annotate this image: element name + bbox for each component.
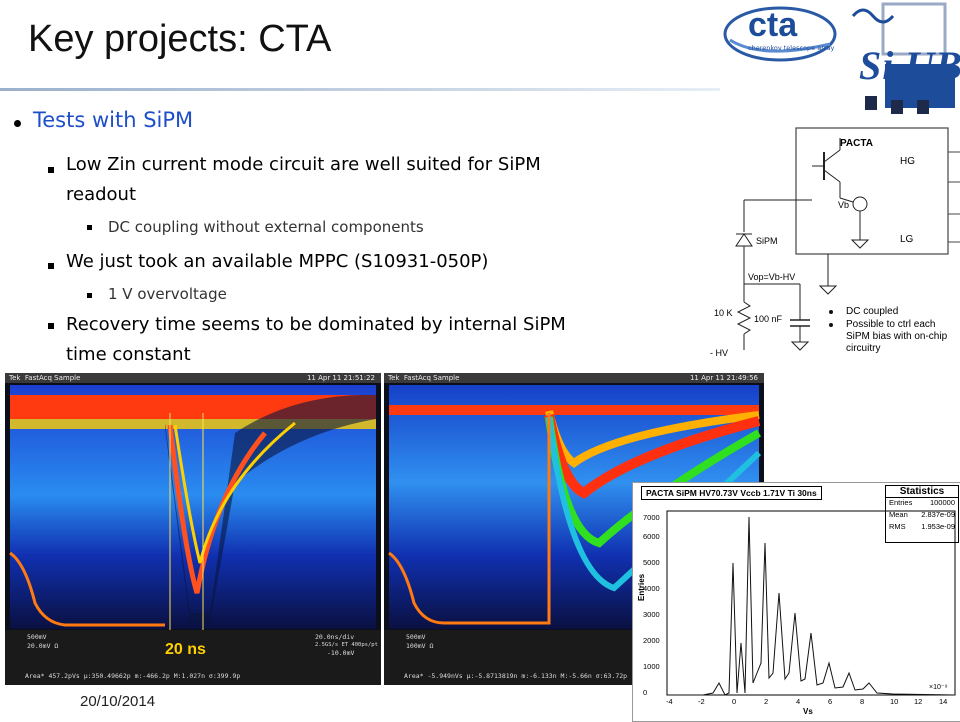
histogram-x-exponent: ×10⁻⁹ xyxy=(929,684,948,691)
circuit-resistor-value: 10 K xyxy=(714,308,733,318)
cta-logo-subtitle: cherenkov telescope array xyxy=(748,44,835,52)
scope-1-footer: 500mV 20.0mV Ω 20.0ns/div 2.5GS/s ET 400… xyxy=(5,630,381,685)
scope-1-measurement: Area* 457.2pVs μ:350.49662p m:-466.2p M:… xyxy=(25,672,241,680)
title-divider xyxy=(0,88,720,91)
histogram-y-tick: 6000 xyxy=(643,532,660,541)
scope-1-ch3: 20.0mV Ω xyxy=(27,642,59,650)
histogram-title: PACTA SiPM HV70.73V Vccb 1.71V Ti 30ns xyxy=(641,486,822,500)
scope-1-timebase: 20.0ns/div xyxy=(315,633,355,641)
scope-1-date: 11 Apr 11 21:51:22 xyxy=(306,374,375,382)
histogram-x-tick: 4 xyxy=(796,697,801,706)
scope-1-ch1: 500mV xyxy=(27,633,47,641)
histogram-x-tick: 12 xyxy=(914,697,923,706)
bullet-low-zin: Low Zin current mode circuit are well su… xyxy=(66,154,541,175)
histogram-x-tick: 14 xyxy=(939,697,948,706)
bullet-square xyxy=(48,263,54,269)
stats-title: Statistics xyxy=(886,486,958,498)
histogram-x-tick: 8 xyxy=(860,697,865,706)
bullet-square xyxy=(87,293,92,298)
scope-2-brand: Tek xyxy=(388,374,400,382)
histogram-x-tick: 2 xyxy=(764,697,769,706)
circuit-hv: - HV xyxy=(710,348,728,358)
stats-row: Entries 100000 xyxy=(886,498,958,510)
cta-logo-text: cta xyxy=(748,6,798,44)
circuit-vb: Vb xyxy=(838,200,850,210)
histogram-y-tick: 4000 xyxy=(643,584,660,593)
scope-2-ch3: 100mV Ω xyxy=(406,642,434,650)
scope-2-mode: FastAcq Sample xyxy=(403,374,460,382)
stats-label: RMS xyxy=(889,522,906,531)
scope-2-ch1: 500mV xyxy=(406,633,426,641)
bullet-tests-sipm: Tests with SiPM xyxy=(33,108,194,132)
stats-value: 100000 xyxy=(929,498,955,507)
pacta-circuit-diagram: PACTA HG LG Vb SiPM Vop=Vb-HV 10 K 100 n… xyxy=(700,124,960,374)
histogram-x-tick: -4 xyxy=(666,697,673,706)
bullet-dc-coupling: DC coupling without external components xyxy=(108,218,424,236)
scope-1-brand: Tek xyxy=(9,374,21,382)
circuit-note-bias: Possible to ctrl each SiPM bias with on-… xyxy=(846,319,948,354)
page-title: Key projects: CTA xyxy=(28,18,332,60)
scope-1-trigger: -10.0mV xyxy=(327,649,355,657)
bullet-recovery-cont: time constant xyxy=(66,344,191,365)
histogram-y-tick: 3000 xyxy=(643,610,660,619)
siub-logo: Si UB xyxy=(845,0,960,120)
scope-2-date: 11 Apr 11 21:49:56 xyxy=(689,374,758,382)
circuit-note-dc: DC coupled xyxy=(846,306,899,317)
histogram-x-tick: -2 xyxy=(698,697,705,706)
stats-label: Mean xyxy=(889,510,908,519)
scope-2-measurement: Area* -5.949nVs μ:-5.8713819n m:-6.133n … xyxy=(404,672,628,680)
scope-1-annotation: 20 ns xyxy=(165,641,206,658)
histogram-y-tick: 2000 xyxy=(643,636,660,645)
scope-1-header: Tek FastAcq Sample 11 Apr 11 21:51:22 xyxy=(5,373,381,383)
cta-logo: cta cherenkov telescope array xyxy=(722,4,842,62)
histogram-y-tick: 1000 xyxy=(643,662,660,671)
histogram-x-label: Vs xyxy=(803,707,813,716)
histogram-stats-box: Statistics Entries 100000 Mean 2.837e-09 R… xyxy=(885,485,959,543)
bullet-mppc: We just took an available MPPC (S10931-0… xyxy=(66,251,489,272)
circuit-capacitor-value: 100 nF xyxy=(754,314,783,324)
oscilloscope-capture-1: Tek FastAcq Sample 11 Apr 11 21:51:22 50… xyxy=(5,373,381,685)
charge-histogram: PACTA SiPM HV70.73V Vccb 1.71V Ti 30ns S… xyxy=(632,482,960,722)
bullet-dot xyxy=(14,120,21,127)
stats-row: Mean 2.837e-09 xyxy=(886,510,958,522)
stats-value: 2.837e-09 xyxy=(921,510,955,519)
histogram-y-tick: 7000 xyxy=(643,513,660,522)
histogram-x-tick: 10 xyxy=(890,697,899,706)
circuit-title: PACTA xyxy=(840,138,873,149)
histogram-y-label: Entries xyxy=(637,573,646,601)
histogram-x-tick: 6 xyxy=(828,697,833,706)
bullet-square xyxy=(87,225,92,230)
bullet-square xyxy=(48,167,54,173)
stats-value: 1.953e-09 xyxy=(921,522,955,531)
histogram-x-tick: 0 xyxy=(732,697,737,706)
circuit-vop: Vop=Vb-HV xyxy=(748,272,796,282)
circuit-hg: HG xyxy=(900,156,915,167)
scope-2-header: Tek FastAcq Sample 11 Apr 11 21:49:56 xyxy=(384,373,764,383)
siub-logo-text: Si UB xyxy=(859,43,960,88)
bullet-square xyxy=(48,323,54,329)
bullet-overvoltage: 1 V overvoltage xyxy=(108,285,227,303)
bullet-low-zin-cont: readout xyxy=(66,184,137,205)
histogram-y-tick: 0 xyxy=(643,688,648,697)
bullet-recovery: Recovery time seems to be dominated by i… xyxy=(66,314,566,335)
scope-1-mode: FastAcq Sample xyxy=(24,374,81,382)
scope-1-rate: 2.5GS/s ET 400ps/pt xyxy=(315,642,378,648)
footer-date: 20/10/2014 xyxy=(80,693,156,710)
circuit-lg: LG xyxy=(900,234,914,245)
stats-row: RMS 1.953e-09 xyxy=(886,522,958,534)
stats-label: Entries xyxy=(889,498,913,507)
circuit-sipm: SiPM xyxy=(756,236,778,246)
histogram-y-tick: 5000 xyxy=(643,558,660,567)
